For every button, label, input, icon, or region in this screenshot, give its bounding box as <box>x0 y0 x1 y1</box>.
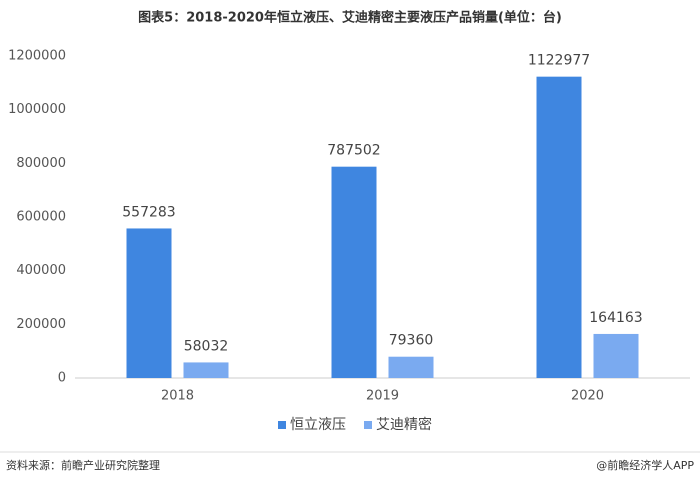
legend-swatch <box>278 421 286 429</box>
y-tick-label: 200000 <box>16 317 66 332</box>
legend-swatch <box>364 421 372 429</box>
data-label: 164163 <box>589 310 642 326</box>
y-tick-label: 600000 <box>16 210 66 225</box>
y-tick-label: 1000000 <box>8 102 66 117</box>
data-label: 557283 <box>122 204 175 220</box>
data-label: 787502 <box>327 143 380 159</box>
data-label: 1122977 <box>528 53 590 69</box>
y-tick-label: 0 <box>58 371 66 386</box>
x-tick-label: 2019 <box>366 389 399 404</box>
bar <box>536 76 582 378</box>
x-tick-label: 2020 <box>571 389 604 404</box>
bar <box>388 356 434 378</box>
y-tick-label: 400000 <box>16 263 66 278</box>
bar <box>593 333 639 378</box>
source: 资料来源：前瞻产业研究院整理 <box>6 458 160 472</box>
y-tick-label: 1200000 <box>8 49 66 64</box>
legend-label: 艾迪精密 <box>376 416 432 433</box>
legend-label: 恒立液压 <box>290 417 346 433</box>
bar <box>331 166 377 378</box>
data-label: 58032 <box>184 338 229 354</box>
bar <box>183 362 229 378</box>
x-tick-label: 2018 <box>161 389 194 404</box>
credit: @前瞻经济学人APP <box>596 458 694 472</box>
chart-title: 图表5：2018-2020年恒立液压、艾迪精密主要液压产品销量(单位：台) <box>138 10 562 26</box>
data-label: 79360 <box>389 333 434 349</box>
bar <box>126 228 172 378</box>
y-tick-label: 800000 <box>16 156 66 171</box>
